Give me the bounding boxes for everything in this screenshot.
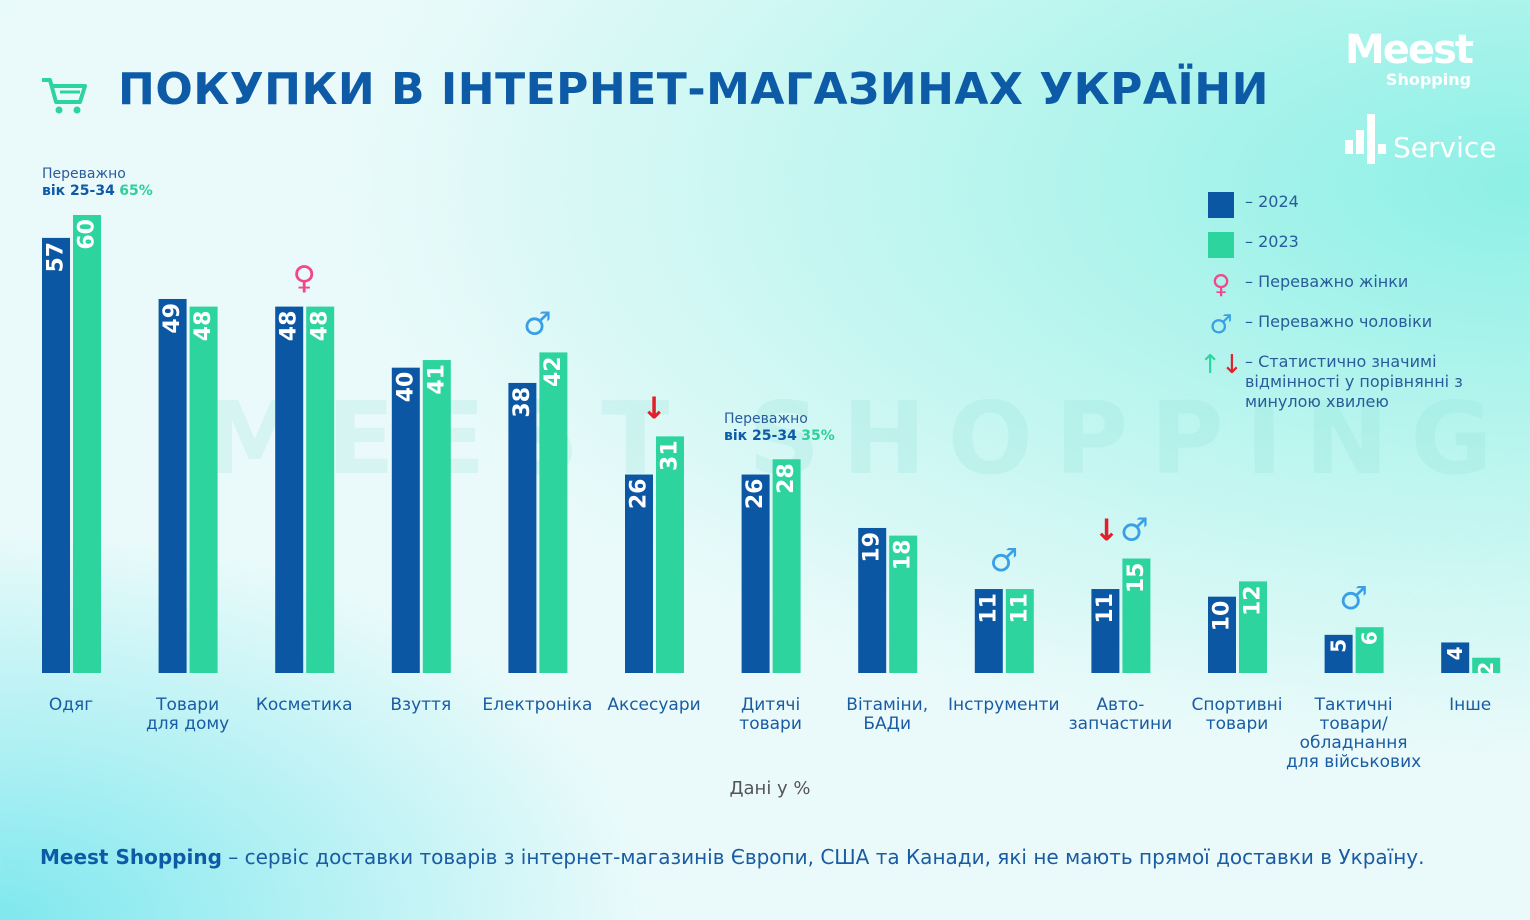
category-label: для військових [1286,752,1421,772]
bar-2024 [275,306,304,673]
data-label-2023: 15 [1124,563,1149,594]
bar-2024 [1324,634,1353,673]
bar-2023 [772,459,801,673]
male-icon: ♂ [989,541,1018,579]
legend: – 2024 – 2023 ♀ – Переважно жінки ♂ – Пере… [1199,192,1495,426]
bar-2024 [1441,642,1470,673]
category-label: Інструменти [948,695,1060,715]
bar-2024 [1091,589,1120,673]
category-label: для дому [146,714,229,734]
female-icon: ♀ [292,259,315,297]
bar-2023 [889,535,918,673]
data-label-2023: 42 [541,356,566,387]
bar-2023 [422,360,451,673]
bar-2023 [656,436,684,673]
category-label: Дитячі [741,695,800,715]
bar-2023 [539,352,568,673]
category-label: обладнання [1300,733,1408,753]
category-label: Спортивні [1192,695,1283,715]
bar-2024 [391,367,420,673]
meest-shopping-logo: Meest Shopping [1345,27,1474,89]
bar-2023 [189,306,218,673]
bars-logo-icon [1345,114,1386,164]
category-label: Інше [1449,695,1491,715]
up-down-arrows-icon: ↑ ↓ [1199,350,1243,380]
category-label: запчастини [1069,714,1173,734]
legend-male: ♂ – Переважно чоловіки [1205,312,1495,338]
category-label: товари/ [1319,714,1388,734]
footer: Meest Shopping – сервіс доставки товарів… [40,845,1425,869]
data-label-2023: 28 [774,463,799,494]
data-label-2023: 31 [658,440,683,471]
data-label-2024: 49 [160,303,185,334]
data-label-2024: 5 [1327,639,1351,653]
category-label: Товари [155,695,219,715]
category-label: товари [1206,714,1269,734]
category-label: Взуття [390,695,451,715]
service-logo: Service [1345,112,1496,164]
data-label-2024: 11 [1093,593,1118,624]
down-icon: ↓ [641,391,666,426]
bar-2024 [42,237,70,673]
bar-2023 [1239,581,1267,673]
bar-2023 [1122,558,1151,673]
data-label-2024: 40 [393,372,418,403]
bar-2023 [1355,627,1384,673]
category-label: Тактичні [1314,695,1393,715]
data-label-2023: 18 [891,540,916,571]
data-label-2023: 48 [191,311,216,342]
data-label-2023: 12 [1241,585,1266,616]
data-label-2023: 60 [75,219,100,250]
male-icon: ♂ [1339,579,1368,617]
data-label-2024: 48 [277,311,302,342]
data-label-2023: 41 [424,364,449,395]
data-label-2024: 10 [1210,601,1235,632]
bar-2024 [158,298,187,673]
bar-2023 [1472,657,1501,673]
bar-2023 [1005,589,1034,673]
data-label-2023: 48 [308,311,333,342]
category-label: Вітаміни, [846,695,928,715]
data-label-2023: 11 [1007,593,1032,624]
legend-female: ♀ – Переважно жінки [1205,272,1495,298]
category-label: Авто- [1096,695,1144,715]
category-label: Аксесуари [607,695,700,715]
bar-2024 [1208,596,1236,673]
bar-2024 [974,589,1003,673]
category-label: Електроніка [482,695,592,715]
female-icon: ♀ [1211,270,1231,300]
legend-2023: – 2023 [1205,232,1495,258]
legend-2024: – 2024 [1205,192,1495,218]
bar-2024 [508,382,537,673]
category-label: Косметика [256,695,353,715]
male-icon: ♂ [1120,511,1149,549]
cart-icon [42,78,87,114]
data-label-2023: 2 [1474,662,1498,676]
male-icon: ♂ [1209,310,1233,340]
male-icon: ♂ [523,304,552,342]
annotation-kids: Переважно вік 25-34 35% [724,411,835,444]
data-label-2024: 26 [743,479,768,510]
page-title: ПОКУПКИ В ІНТЕРНЕТ-МАГАЗИНАХ УКРАЇНИ [118,64,1269,115]
data-label-2024: 4 [1443,646,1467,660]
unit-note: Дані у % [729,778,811,799]
legend-significance: ↑ ↓ – Статистично значимі відмінності у по… [1199,350,1463,411]
data-label-2024: 19 [860,532,885,563]
category-label: БАДи [863,714,911,734]
bar-2024 [858,527,887,673]
category-label: товари [739,714,802,734]
data-label-2024: 11 [976,593,1001,624]
bar-2023 [306,306,335,673]
down-icon: ↓ [1094,514,1119,549]
bar-2024 [625,474,653,673]
data-label-2024: 57 [44,242,69,273]
bar-2023 [73,215,101,673]
annotation-clothes: Переважно вік 25-34 65% [42,166,153,199]
data-label-2024: 26 [627,479,652,510]
data-label-2023: 6 [1358,631,1382,645]
category-label: Одяг [49,695,93,715]
bar-2024 [741,474,770,673]
data-label-2024: 38 [510,387,535,418]
